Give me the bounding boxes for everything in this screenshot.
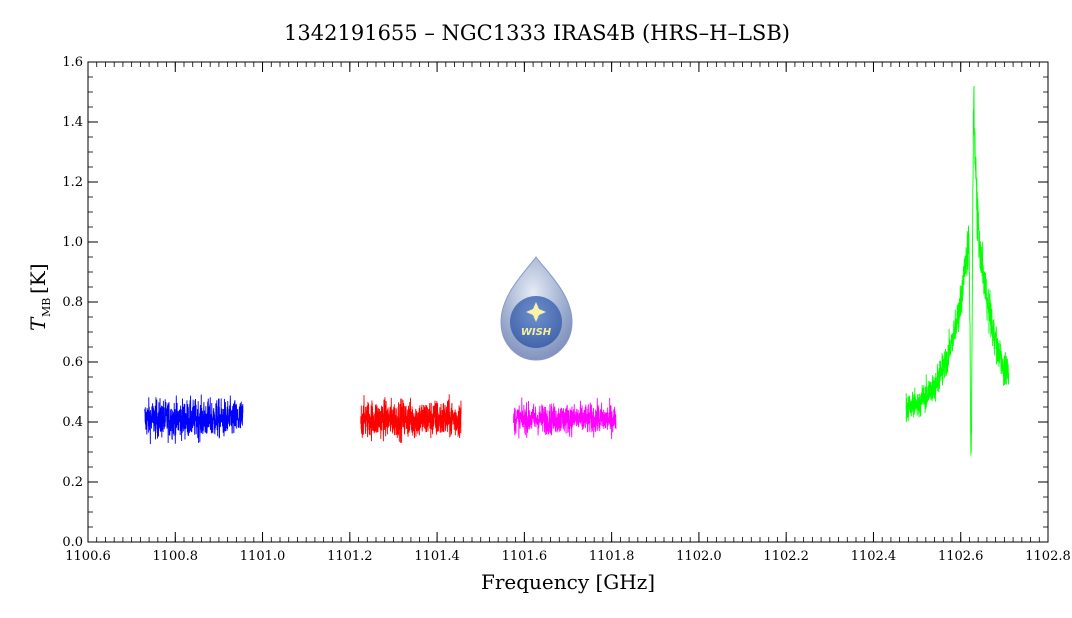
y-tick-label: 1.0 — [62, 235, 83, 250]
x-tick-label: 1102.0 — [676, 549, 722, 564]
spectrum-series-2 — [360, 394, 462, 443]
y-axis-label-unit: [K] — [26, 263, 50, 294]
y-tick-label: 0.8 — [62, 295, 83, 310]
y-axis-label: T MB [K] — [26, 263, 53, 331]
spectrum-series-4 — [905, 85, 1010, 456]
x-tick-label: 1102.2 — [763, 549, 809, 564]
x-tick-label: 1100.6 — [65, 549, 111, 564]
x-tick-label: 1101.8 — [589, 549, 635, 564]
x-tick-label: 1100.8 — [153, 549, 199, 564]
x-tick-label: 1101.2 — [327, 549, 373, 564]
spectrum-series-1 — [144, 394, 244, 445]
y-axis-label-sub: MB — [40, 298, 53, 317]
axes-layer: 1100.6 1100.8 1101.0 1101.2 1101.4 1101.6 1101… — [62, 55, 1070, 564]
x-tick-label: 1102.4 — [851, 549, 897, 564]
y-tick-label: 1.2 — [62, 175, 83, 190]
star-icon — [526, 302, 546, 322]
y-tick-label: 0.6 — [62, 355, 83, 370]
logo-text: WISH — [521, 327, 552, 338]
wish-logo: WISH — [500, 256, 573, 361]
x-tick-label: 1102.8 — [1025, 549, 1071, 564]
x-tick-label: 1101.4 — [414, 549, 460, 564]
y-tick-label: 0.2 — [62, 475, 83, 490]
y-axis-label-main: T — [26, 316, 50, 331]
spectrum-series-3 — [513, 397, 617, 440]
chart-title: 1342191655 – NGC1333 IRAS4B (HRS–H–LSB) — [284, 21, 790, 45]
series-layer — [144, 85, 1010, 456]
x-tick-label: 1102.6 — [938, 549, 984, 564]
x-axis-label: Frequency [GHz] — [481, 570, 655, 594]
y-tick-label: 0.4 — [62, 415, 83, 430]
x-tick-label: 1101.6 — [502, 549, 548, 564]
y-tick-label: 0.0 — [62, 535, 83, 550]
y-tick-label: 1.6 — [62, 55, 83, 70]
y-tick-label: 1.4 — [62, 115, 83, 130]
x-tick-label: 1101.0 — [240, 549, 286, 564]
